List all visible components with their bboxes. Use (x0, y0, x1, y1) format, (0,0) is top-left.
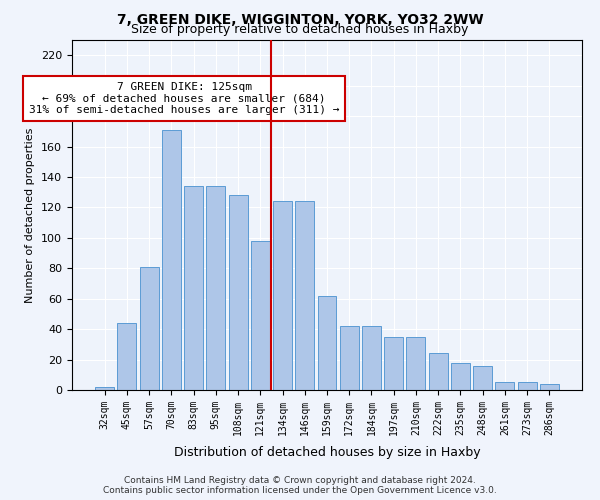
Text: 7 GREEN DIKE: 125sqm
← 69% of detached houses are smaller (684)
31% of semi-deta: 7 GREEN DIKE: 125sqm ← 69% of detached h… (29, 82, 340, 115)
Bar (362, 326, 381, 390)
Bar (429, 354, 448, 390)
X-axis label: Distribution of detached houses by size in Haxby: Distribution of detached houses by size … (173, 446, 481, 459)
Bar (496, 382, 514, 390)
Bar (140, 266, 158, 390)
Bar (162, 130, 181, 390)
Bar (540, 384, 559, 390)
Bar (295, 202, 314, 390)
Bar (118, 323, 136, 390)
Text: Size of property relative to detached houses in Haxby: Size of property relative to detached ho… (131, 22, 469, 36)
Bar (340, 326, 359, 390)
Bar (273, 202, 292, 390)
Text: 7, GREEN DIKE, WIGGINTON, YORK, YO32 2WW: 7, GREEN DIKE, WIGGINTON, YORK, YO32 2WW (116, 12, 484, 26)
Bar (95, 387, 114, 390)
Text: Contains HM Land Registry data © Crown copyright and database right 2024.
Contai: Contains HM Land Registry data © Crown c… (103, 476, 497, 495)
Bar (406, 336, 425, 390)
Bar (384, 336, 403, 390)
Bar (473, 366, 492, 390)
Bar (317, 296, 337, 390)
Bar (229, 195, 248, 390)
Bar (184, 186, 203, 390)
Y-axis label: Number of detached properties: Number of detached properties (25, 128, 35, 302)
Bar (451, 362, 470, 390)
Bar (251, 241, 270, 390)
Bar (518, 382, 536, 390)
Bar (206, 186, 225, 390)
